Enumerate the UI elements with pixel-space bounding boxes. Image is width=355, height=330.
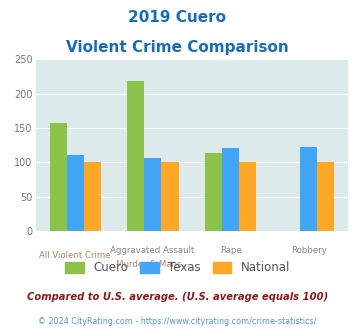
Text: Rape: Rape — [220, 246, 242, 255]
Bar — [300, 147, 317, 231]
Bar — [317, 162, 334, 231]
Bar — [162, 162, 179, 231]
Bar — [50, 122, 67, 231]
Text: Murder & Mans...: Murder & Mans... — [116, 260, 190, 269]
Text: Robbery: Robbery — [291, 246, 327, 255]
Text: 2019 Cuero: 2019 Cuero — [129, 10, 226, 25]
Legend: Cuero, Texas, National: Cuero, Texas, National — [60, 257, 295, 279]
Bar — [84, 162, 101, 231]
Bar — [205, 153, 222, 231]
Text: Aggravated Assault: Aggravated Assault — [110, 246, 195, 255]
Text: Violent Crime Comparison: Violent Crime Comparison — [66, 40, 289, 54]
Bar — [222, 148, 239, 231]
Bar — [144, 158, 162, 231]
Text: Compared to U.S. average. (U.S. average equals 100): Compared to U.S. average. (U.S. average … — [27, 292, 328, 302]
Text: © 2024 CityRating.com - https://www.cityrating.com/crime-statistics/: © 2024 CityRating.com - https://www.city… — [38, 317, 317, 326]
Text: All Violent Crime: All Violent Crime — [39, 251, 110, 260]
Bar — [127, 82, 144, 231]
Bar — [239, 162, 256, 231]
Bar — [67, 155, 84, 231]
